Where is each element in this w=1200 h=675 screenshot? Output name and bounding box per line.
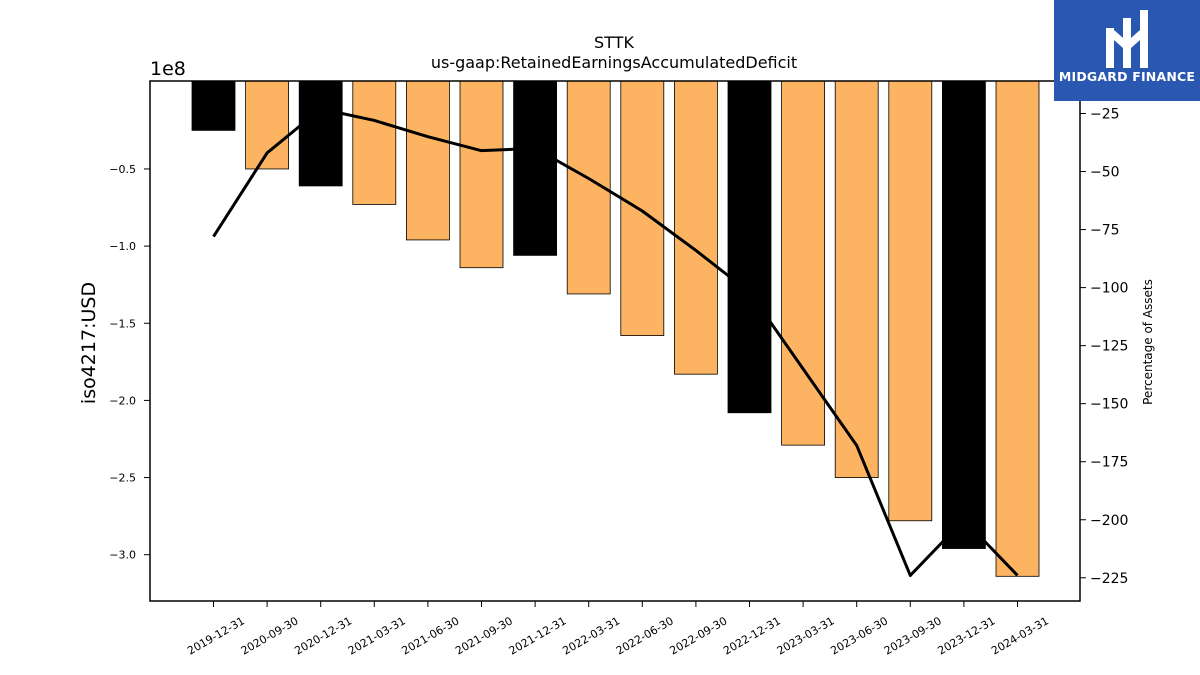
bar-2021-06-30 [405,80,450,241]
y2-tick-label: −150 [1090,397,1128,413]
y2-tick-label: −175 [1090,455,1128,471]
bar-2020-12-31 [298,80,343,187]
x-tick-label: 2020-09-30 [239,614,301,657]
bars-group [191,80,1040,577]
x-tick-label: 2023-06-30 [828,614,890,657]
bar-2022-06-30 [620,80,665,336]
bar-2023-06-30 [834,80,879,478]
x-tick-label: 2021-03-31 [346,614,408,657]
x-tick-label: 2023-03-31 [775,614,837,657]
y2-tick-label: −50 [1090,165,1120,181]
y-tick-label: −1.5 [109,317,136,330]
chart-subtitle: us-gaap:RetainedEarningsAccumulatedDefic… [431,53,797,72]
y2-tick-label: −200 [1090,513,1128,529]
x-tick-label: 2022-03-31 [560,614,622,657]
x-tick-label: 2020-12-31 [292,614,354,657]
brand-logo: MIDGARD FINANCE [1054,0,1200,101]
x-tick-label: 2022-06-30 [614,614,676,657]
bar-2021-12-31 [513,80,557,256]
y-tick-label: −2.0 [109,394,136,407]
x-tick-label: 2024-03-31 [989,614,1051,657]
percentage-line-group [212,107,1019,577]
y2-tick-label: −125 [1090,339,1128,355]
y2-axis-label: Percentage of Assets [1141,279,1155,405]
y-scale-label: 1e8 [150,58,186,80]
y-tick-label: −0.5 [109,163,136,176]
y2-tick-label: −100 [1090,281,1128,297]
x-tick-label: 2023-12-31 [936,614,998,657]
bar-2023-03-31 [781,80,825,446]
y-tick-label: −1.0 [109,240,136,253]
x-tick-label: 2019-12-31 [185,614,247,657]
y2-tick-label: −25 [1090,107,1120,123]
y-tick-label: −2.5 [109,472,136,485]
bar-2024-03-31 [995,80,1040,577]
bar-2022-12-31 [727,80,772,414]
x-tick-label: 2021-12-31 [507,614,569,657]
bar-2019-12-31 [191,80,236,131]
bar-2021-03-31 [352,80,397,205]
x-tick-label: 2021-09-30 [453,614,515,657]
bar-2023-12-31 [942,80,986,549]
x-tick-label: 2023-09-30 [882,614,944,657]
brand-name: MIDGARD FINANCE [1058,69,1196,84]
x-tick-label: 2021-06-30 [400,614,462,657]
percentage-of-assets-line [212,107,1019,577]
midgard-logo-icon [1106,10,1148,68]
x-tick-label: 2022-09-30 [668,614,730,657]
y2-tick-label: −75 [1090,223,1120,239]
bar-2022-09-30 [674,80,718,375]
plot-frame [149,80,1081,602]
bar-2023-09-30 [888,80,933,522]
y-tick-label: −3.0 [109,549,136,562]
chart-title: STTK [594,33,634,52]
y-axis-label: iso4217:USD [78,282,100,404]
x-tick-label: 2022-12-31 [721,614,783,657]
bar-2020-09-30 [245,80,290,170]
y2-tick-label: −225 [1090,571,1128,587]
bar-2021-09-30 [459,80,504,269]
